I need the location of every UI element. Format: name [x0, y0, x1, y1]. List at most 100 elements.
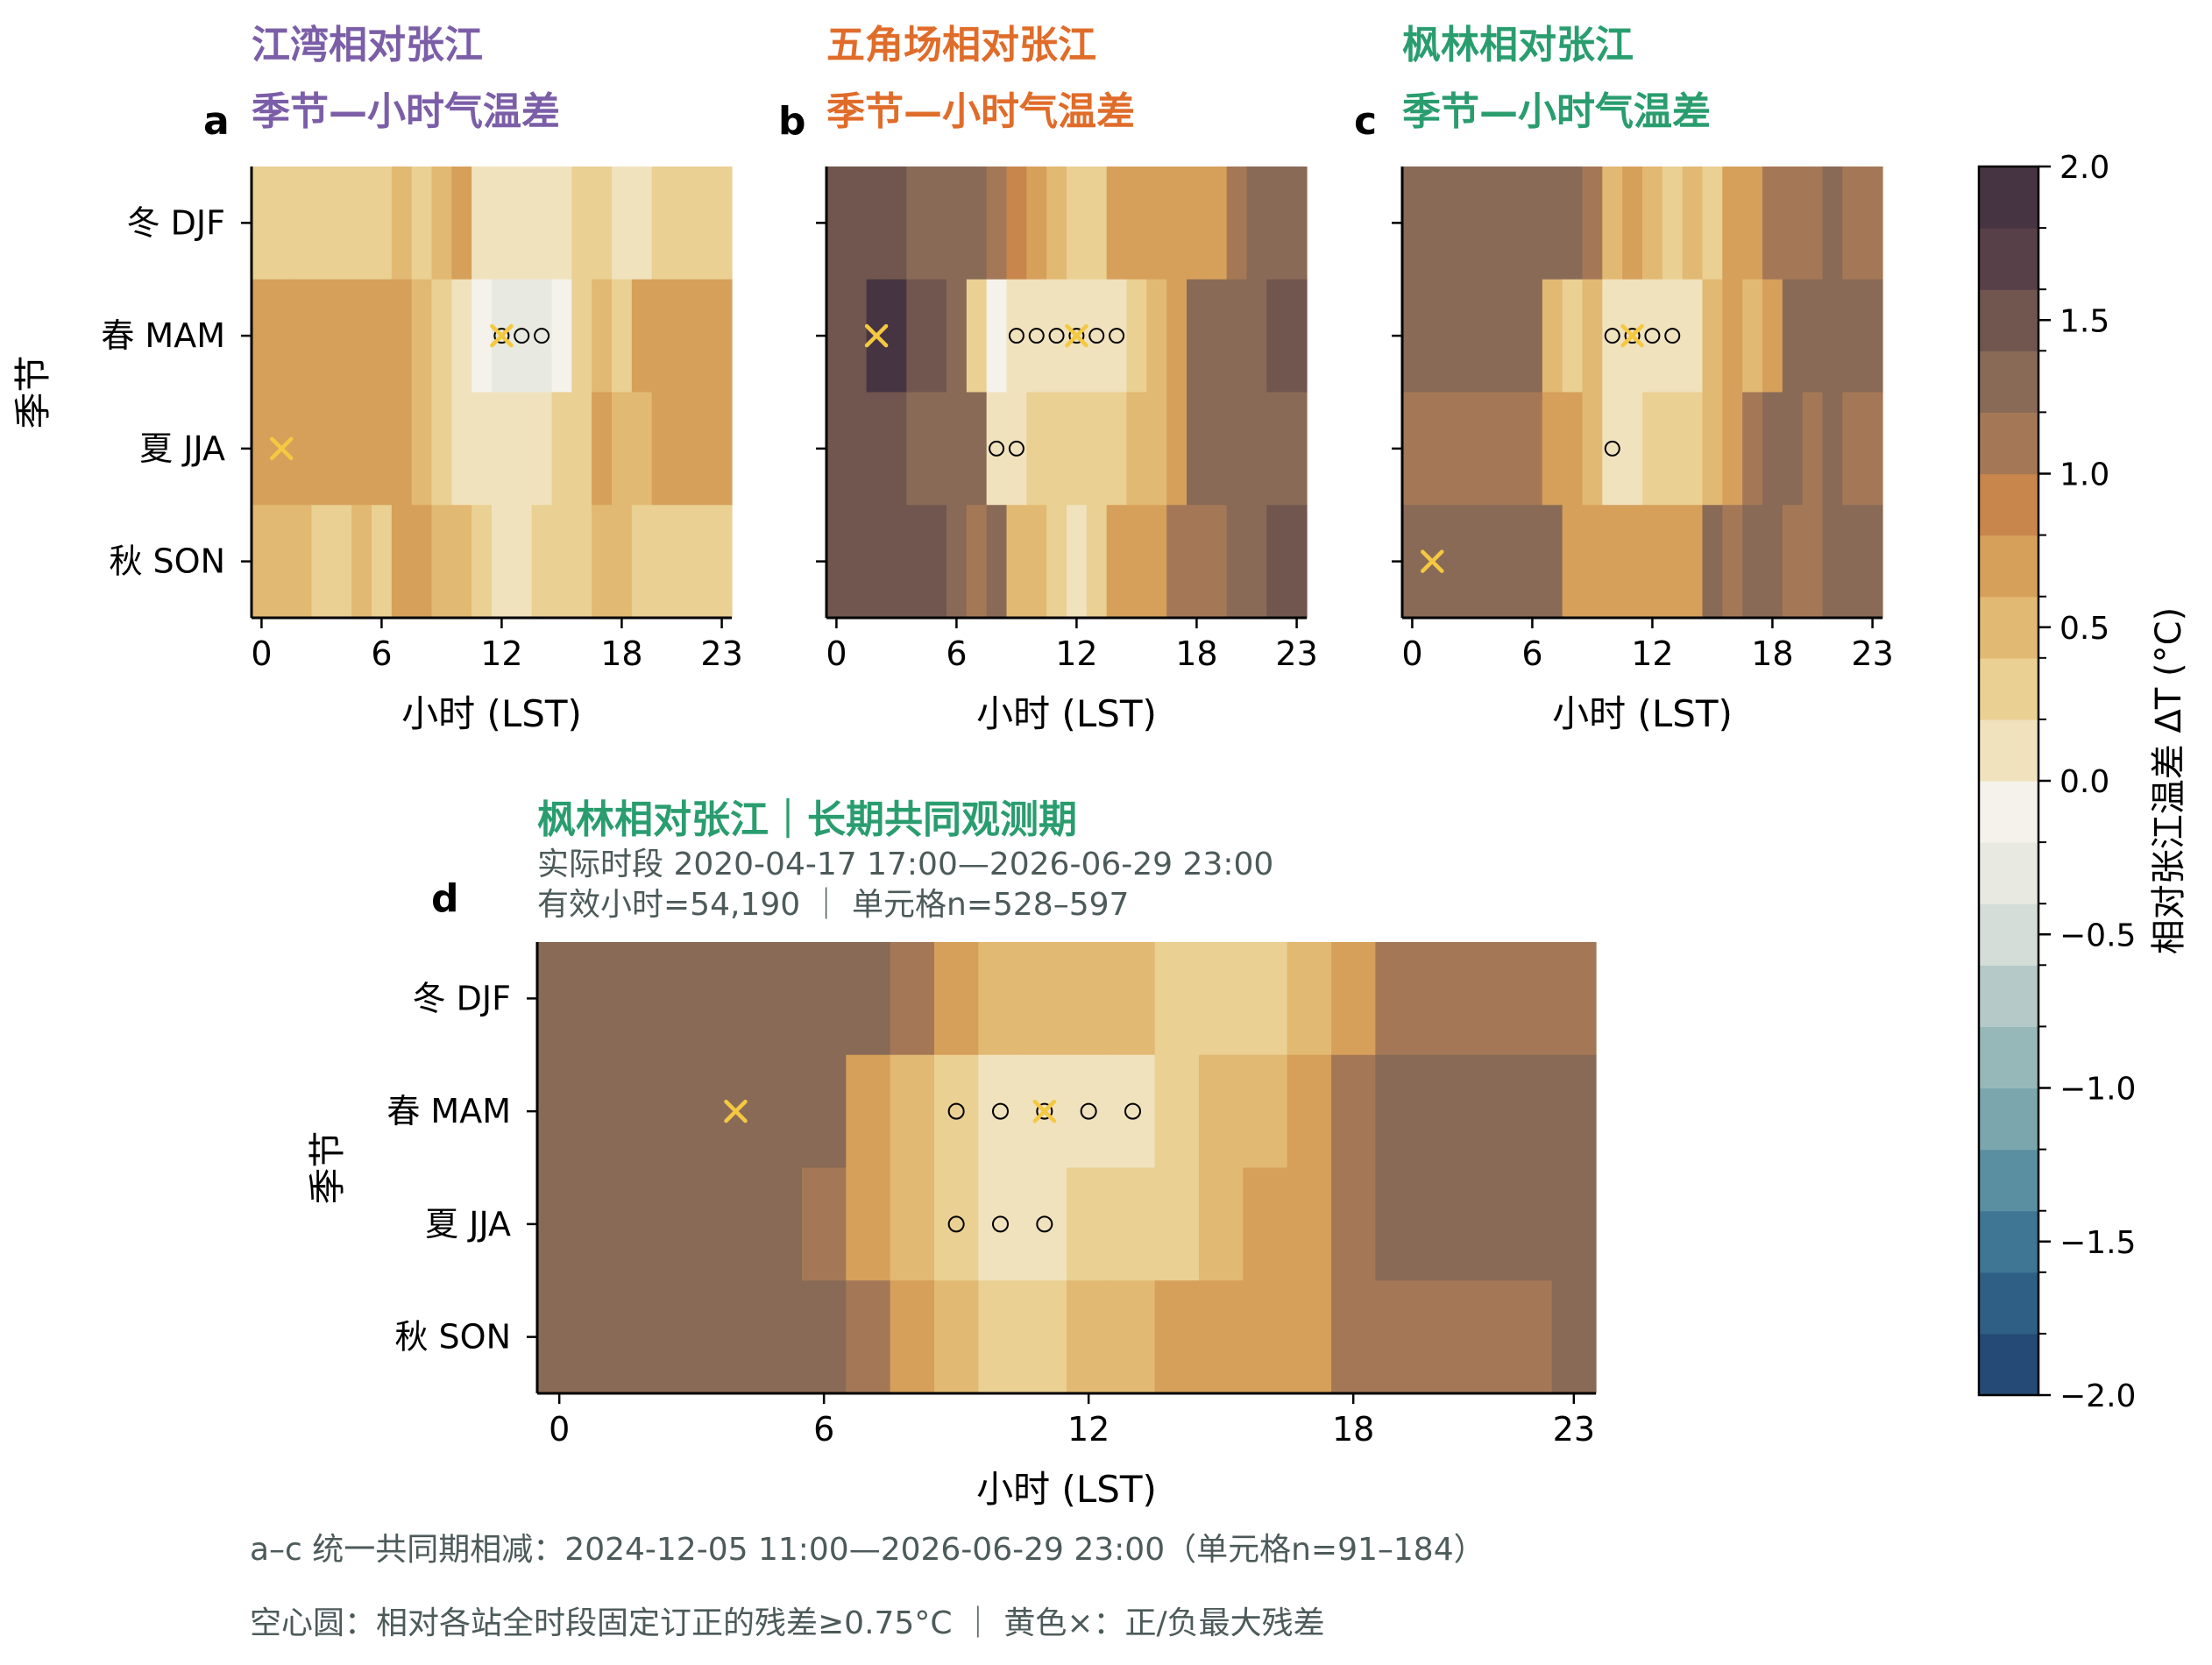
residual-circle: [1604, 440, 1620, 457]
residual-circle: [493, 328, 510, 344]
heatmap-cell: [351, 392, 372, 506]
panel-d-subtitle-period: 实际时段 2020-04-17 17:00—2026-06-29 23:00: [537, 847, 1273, 882]
heatmap-cell: [866, 392, 888, 506]
heatmap-cell: [890, 1054, 935, 1169]
heatmap-cell: [1862, 166, 1883, 280]
heatmap-cell: [411, 505, 433, 619]
heatmap-cell: [1762, 505, 1783, 619]
heatmap-cell: [1842, 279, 1863, 393]
heatmap-cell: [1802, 166, 1824, 280]
x-tick-label: 18: [600, 634, 642, 673]
heatmap-cell: [802, 1280, 847, 1394]
heatmap-cell: [978, 942, 1024, 1056]
heatmap-cell: [271, 505, 293, 619]
panel-b-letter: b: [778, 99, 806, 144]
heatmap-cell: [1331, 942, 1376, 1056]
colorbar-segment: [1979, 535, 2038, 598]
heatmap-cell: [1562, 392, 1584, 506]
x-tick-label: 0: [549, 1410, 570, 1449]
heatmap-cell: [1622, 392, 1643, 506]
heatmap-cell: [431, 392, 452, 506]
panel-b-title-line1: 五角场相对张江: [826, 23, 1096, 67]
footnote-marker-legend: 空心圆：相对各站全时段固定订正的残差≥0.75°C ｜ 黄色×：正/负最大残差: [250, 1605, 1325, 1641]
heatmap-cell: [926, 392, 947, 506]
y-tick-label: 冬 DJF: [413, 979, 511, 1017]
heatmap-cell: [890, 942, 935, 1056]
colorbar-tick-label: −1.0: [2060, 1072, 2136, 1108]
heatmap-cell: [311, 392, 332, 506]
heatmap-cell: [757, 1054, 803, 1169]
heatmap-cell: [311, 279, 332, 393]
heatmap-cell: [1266, 166, 1287, 280]
heatmap-cell: [713, 942, 759, 1056]
heatmap-cell: [291, 166, 313, 280]
heatmap-cell: [1106, 392, 1128, 506]
heatmap-cell: [1762, 166, 1783, 280]
heatmap-cell: [1862, 505, 1883, 619]
heatmap-cell: [1562, 279, 1584, 393]
heatmap-cell: [1226, 279, 1248, 393]
heatmap-cell: [1802, 505, 1824, 619]
heatmap-cell: [846, 1167, 891, 1281]
heatmap-cell: [1502, 166, 1523, 280]
y-tick-label: 春 MAM: [386, 1092, 511, 1130]
heatmap-cell: [986, 279, 1008, 393]
heatmap-cell: [1551, 1167, 1597, 1281]
panel-c-title-line1: 枫林相对张江: [1402, 23, 1634, 67]
heatmap-cell: [1046, 392, 1067, 506]
panel-d-title: 枫林相对张江｜长期共同观测期: [537, 797, 1077, 842]
heatmap-cell: [1206, 279, 1228, 393]
colorbar-tick-label: −0.5: [2060, 918, 2136, 953]
heatmap-cell: [757, 1280, 803, 1394]
heatmap-cell: [1602, 166, 1623, 280]
heatmap-cell: [1582, 392, 1603, 506]
colorbar-segment: [1979, 1149, 2038, 1212]
heatmap-cell: [1287, 1167, 1332, 1281]
heatmap-cell: [906, 166, 927, 280]
heatmap-cell: [1006, 505, 1027, 619]
heatmap-cell: [1542, 505, 1563, 619]
heatmap-cell: [1243, 1054, 1288, 1169]
heatmap-cell: [1782, 279, 1804, 393]
heatmap-cell: [1582, 505, 1603, 619]
heatmap-cell: [1126, 505, 1147, 619]
heatmap-cell: [372, 505, 393, 619]
heatmap-cell: [581, 942, 627, 1056]
heatmap-cell: [1822, 279, 1843, 393]
heatmap-cell: [1582, 166, 1603, 280]
heatmap-cell: [1542, 392, 1563, 506]
heatmap-cell: [1822, 392, 1843, 506]
y-axis-label: 季节: [11, 355, 54, 429]
heatmap-cell: [252, 166, 273, 280]
heatmap-cell: [311, 505, 332, 619]
heatmap-cell: [311, 166, 332, 280]
heatmap-cell: [331, 279, 352, 393]
heatmap-cell: [592, 279, 613, 393]
y-tick-label: 夏 JJA: [425, 1205, 511, 1243]
heatmap-cell: [1006, 279, 1027, 393]
heatmap-cell: [1462, 392, 1483, 506]
heatmap-cell: [1166, 392, 1188, 506]
heatmap-cell: [1522, 505, 1543, 619]
residual-circle: [1124, 1102, 1141, 1120]
heatmap-cell: [1802, 392, 1824, 506]
heatmap-cell: [1026, 392, 1047, 506]
residual-circle: [1036, 1102, 1053, 1120]
heatmap-cell: [1187, 392, 1208, 506]
y-tick-label: 秋 SON: [109, 542, 225, 581]
x-tick-label: 23: [700, 634, 742, 673]
heatmap-cell: [651, 279, 673, 393]
heatmap-cell: [391, 392, 413, 506]
heatmap-cell: [1822, 505, 1843, 619]
heatmap-cell: [1462, 505, 1483, 619]
heatmap-cell: [1402, 166, 1423, 280]
footnote-common-period: a–c 统一共同期相减：2024-12-05 11:00—2026-06-29 …: [250, 1532, 1485, 1568]
heatmap-cell: [1006, 392, 1027, 506]
x-tick-label: 6: [813, 1410, 834, 1449]
max-residual-cross: [1421, 549, 1444, 573]
heatmap-cell: [1542, 279, 1563, 393]
residual-circle: [1008, 328, 1024, 344]
heatmap-cell: [1482, 392, 1503, 506]
heatmap-cell: [1106, 166, 1128, 280]
heatmap-cell: [1086, 166, 1108, 280]
